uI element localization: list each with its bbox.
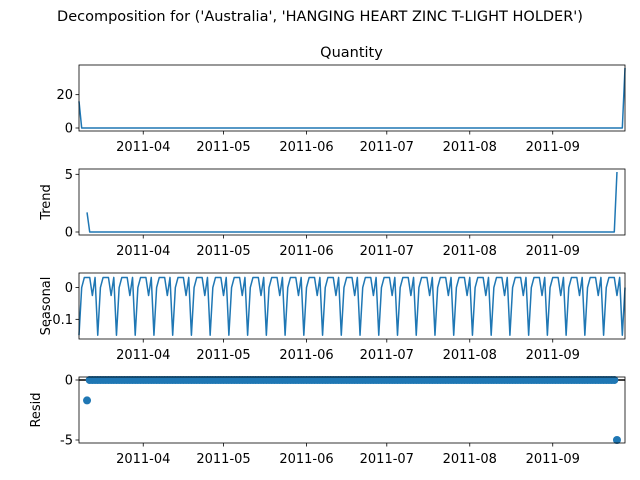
seasonal-x-tick-label: 2011-06 <box>279 348 333 363</box>
quantity-x-tick-label: 2011-05 <box>196 140 250 155</box>
resid-panel: Resid 0-5 2011-04 2011-05 2011-06 2011-07 20… <box>29 374 626 467</box>
resid-y-tick-label: -5 <box>60 434 73 449</box>
resid-marks <box>79 376 625 444</box>
resid-x-tick-label: 2011-04 <box>116 452 170 467</box>
quantity-axes-frame <box>78 64 626 132</box>
seasonal-x-tick-label: 2011-07 <box>360 348 414 363</box>
resid-x-tick-label: 2011-08 <box>443 452 497 467</box>
seasonal-y-axis-label: Seasonal <box>39 277 54 336</box>
resid-y-ticks: 0 -5 <box>60 374 79 449</box>
trend-x-tick-label: 2011-07 <box>360 244 414 259</box>
resid-point <box>610 376 619 384</box>
resid-outlier-point <box>83 396 92 405</box>
trend-x-tick-label: 2011-04 <box>116 244 170 259</box>
trend-y-tick-label: 0 <box>65 226 73 241</box>
quantity-x-tick-label: 2011-07 <box>360 140 414 155</box>
trend-y-ticks: 05 <box>65 168 79 241</box>
resid-outlier-point <box>612 436 621 444</box>
quantity-series-line <box>78 67 626 129</box>
quantity-x-tick-label: 2011-08 <box>443 140 497 155</box>
quantity-x-tick-label: 2011-04 <box>116 140 170 155</box>
resid-x-tick-label: 2011-07 <box>360 452 414 467</box>
trend-y-tick-label: 5 <box>65 168 73 183</box>
seasonal-x-tick-label: 2011-09 <box>526 348 580 363</box>
figure-suptitle: Decomposition for ('Australia', 'HANGING… <box>57 9 583 25</box>
trend-axes-frame <box>78 168 626 236</box>
quantity-panel: Quantity 020 2011-04 2011-05 2011-06 2011-0… <box>56 45 626 155</box>
quantity-marks <box>78 67 626 129</box>
seasonal-y-tick-label: 0 <box>65 281 73 296</box>
seasonal-y-ticks: 0 -0.1 <box>48 281 79 328</box>
trend-x-tick-label: 2011-08 <box>443 244 497 259</box>
trend-x-tick-label: 2011-09 <box>526 244 580 259</box>
quantity-panel-title: Quantity <box>320 45 383 61</box>
resid-x-ticks: 2011-04 2011-05 2011-06 2011-07 2011-08 2011-… <box>116 443 580 467</box>
resid-x-tick-label: 2011-09 <box>526 452 580 467</box>
trend-y-axis-label: Trend <box>39 184 54 221</box>
resid-y-axis-label: Resid <box>29 392 44 427</box>
trend-series-line <box>86 171 618 233</box>
seasonal-x-tick-label: 2011-08 <box>443 348 497 363</box>
quantity-y-ticks: 0 20 <box>56 88 79 137</box>
quantity-x-ticks: 2011-04 2011-05 2011-06 2011-07 2011-08 2011-… <box>116 131 580 155</box>
resid-x-tick-label: 2011-05 <box>196 452 250 467</box>
seasonal-series-line <box>78 276 626 336</box>
resid-x-tick-label: 2011-06 <box>279 452 333 467</box>
seasonal-x-tick-label: 2011-05 <box>196 348 250 363</box>
quantity-y-tick-label: 20 <box>56 88 73 103</box>
seasonal-panel: Seasonal 0-0.1 2011-04 2011-05 2011-06 2011… <box>39 272 626 363</box>
seasonal-axes-frame <box>78 272 626 340</box>
trend-panel: Trend 05 2011-04 2011-05 2011-06 2011-07 201… <box>39 168 626 259</box>
seasonal-x-tick-label: 2011-04 <box>116 348 170 363</box>
trend-x-ticks: 2011-04 2011-05 2011-06 2011-07 2011-08 2011-… <box>116 235 580 259</box>
trend-marks <box>86 171 618 233</box>
quantity-x-tick-label: 2011-09 <box>526 140 580 155</box>
resid-axes-frame <box>78 376 626 444</box>
trend-x-tick-label: 2011-05 <box>196 244 250 259</box>
seasonal-y-tick-label: -0.1 <box>48 313 73 328</box>
quantity-y-tick-label: 0 <box>65 122 73 137</box>
resid-y-tick-label: 0 <box>65 374 73 389</box>
quantity-x-tick-label: 2011-06 <box>279 140 333 155</box>
seasonal-marks <box>78 276 626 336</box>
seasonal-x-ticks: 2011-04 2011-05 2011-06 2011-07 2011-08 2011-… <box>116 339 580 363</box>
trend-x-tick-label: 2011-06 <box>279 244 333 259</box>
